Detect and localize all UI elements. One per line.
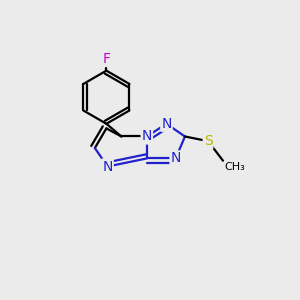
Text: N: N <box>102 160 113 173</box>
Text: S: S <box>204 134 212 148</box>
Text: N: N <box>161 117 172 131</box>
Text: N: N <box>170 152 181 165</box>
Text: CH₃: CH₃ <box>224 162 245 172</box>
Text: N: N <box>142 130 152 143</box>
Text: F: F <box>102 52 110 66</box>
